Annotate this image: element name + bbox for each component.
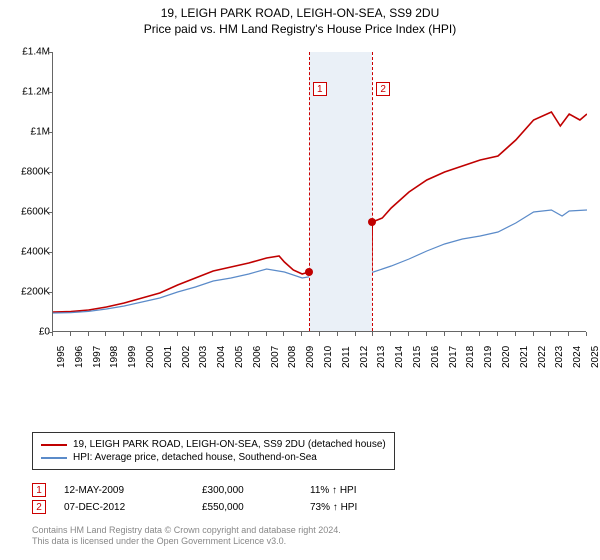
x-tick-label: 2012: [359, 346, 370, 368]
x-tick-label: 2018: [465, 346, 476, 368]
x-tick-label: 2021: [519, 346, 530, 368]
x-tick-label: 2019: [483, 346, 494, 368]
footer-attribution: Contains HM Land Registry data © Crown c…: [32, 525, 341, 548]
legend-swatch: [41, 457, 67, 459]
marker-line: [309, 52, 310, 331]
x-tick-label: 2007: [270, 346, 281, 368]
x-tick-label: 2011: [341, 346, 352, 368]
transaction-date: 12-MAY-2009: [64, 485, 184, 496]
page-subtitle: Price paid vs. HM Land Registry's House …: [0, 22, 600, 36]
x-tick-label: 2017: [448, 346, 459, 368]
page-title: 19, LEIGH PARK ROAD, LEIGH-ON-SEA, SS9 2…: [0, 6, 600, 20]
marker-line: [372, 52, 373, 331]
x-tick-label: 2014: [394, 346, 405, 368]
x-tick-label: 2000: [145, 346, 156, 368]
transaction-price: £550,000: [202, 502, 292, 513]
x-tick-label: 1998: [109, 346, 120, 368]
y-tick-label: £1.2M: [22, 87, 50, 98]
transaction-date: 07-DEC-2012: [64, 502, 184, 513]
x-tick-label: 2002: [181, 346, 192, 368]
x-tick-label: 2022: [537, 346, 548, 368]
transaction-marker: 1: [32, 483, 46, 497]
x-tick-label: 2008: [287, 346, 298, 368]
plot-area: 12: [52, 52, 586, 332]
footer-line-1: Contains HM Land Registry data © Crown c…: [32, 525, 341, 536]
x-tick-label: 2010: [323, 346, 334, 368]
x-tick-label: 2015: [412, 346, 423, 368]
x-tick-label: 2013: [376, 346, 387, 368]
transaction-dot: [368, 218, 376, 226]
y-tick-label: £1.4M: [22, 47, 50, 58]
x-tick-label: 1999: [127, 346, 138, 368]
marker-box: 2: [376, 82, 390, 96]
transaction-price: £300,000: [202, 485, 292, 496]
transaction-marker: 2: [32, 500, 46, 514]
x-tick-label: 2023: [554, 346, 565, 368]
transaction-row: 1 12-MAY-2009 £300,000 11% ↑ HPI: [32, 483, 572, 497]
marker-box: 1: [313, 82, 327, 96]
x-tick-label: 2005: [234, 346, 245, 368]
x-tick-label: 2003: [198, 346, 209, 368]
y-tick-label: £800K: [21, 167, 50, 178]
x-tick-label: 2006: [252, 346, 263, 368]
x-tick-label: 2009: [305, 346, 316, 368]
transaction-row: 2 07-DEC-2012 £550,000 73% ↑ HPI: [32, 500, 572, 514]
legend-label: HPI: Average price, detached house, Sout…: [73, 452, 317, 463]
y-tick-label: £600K: [21, 207, 50, 218]
x-tick-label: 2004: [216, 346, 227, 368]
legend-item: HPI: Average price, detached house, Sout…: [41, 452, 386, 463]
x-tick-label: 2024: [572, 346, 583, 368]
transaction-hpi: 73% ↑ HPI: [310, 502, 400, 513]
footer-line-2: This data is licensed under the Open Gov…: [32, 536, 341, 547]
legend-item: 19, LEIGH PARK ROAD, LEIGH-ON-SEA, SS9 2…: [41, 439, 386, 450]
legend-swatch: [41, 444, 67, 446]
x-tick-label: 1996: [74, 346, 85, 368]
x-tick-label: 2001: [163, 346, 174, 368]
legend-label: 19, LEIGH PARK ROAD, LEIGH-ON-SEA, SS9 2…: [73, 439, 386, 450]
transaction-dot: [305, 268, 313, 276]
x-tick-label: 1997: [92, 346, 103, 368]
y-tick-label: £400K: [21, 247, 50, 258]
y-tick-label: £200K: [21, 287, 50, 298]
transactions-table: 1 12-MAY-2009 £300,000 11% ↑ HPI 2 07-DEC-201…: [32, 480, 572, 517]
transaction-hpi: 11% ↑ HPI: [310, 485, 400, 496]
legend: 19, LEIGH PARK ROAD, LEIGH-ON-SEA, SS9 2…: [32, 432, 395, 470]
x-tick-label: 2016: [430, 346, 441, 368]
x-tick-label: 2020: [501, 346, 512, 368]
chart: £0£200K£400K£600K£800K£1M£1.2M£1.4M 1995…: [8, 46, 592, 376]
x-tick-label: 2025: [590, 346, 600, 368]
x-tick-label: 1995: [56, 346, 67, 368]
